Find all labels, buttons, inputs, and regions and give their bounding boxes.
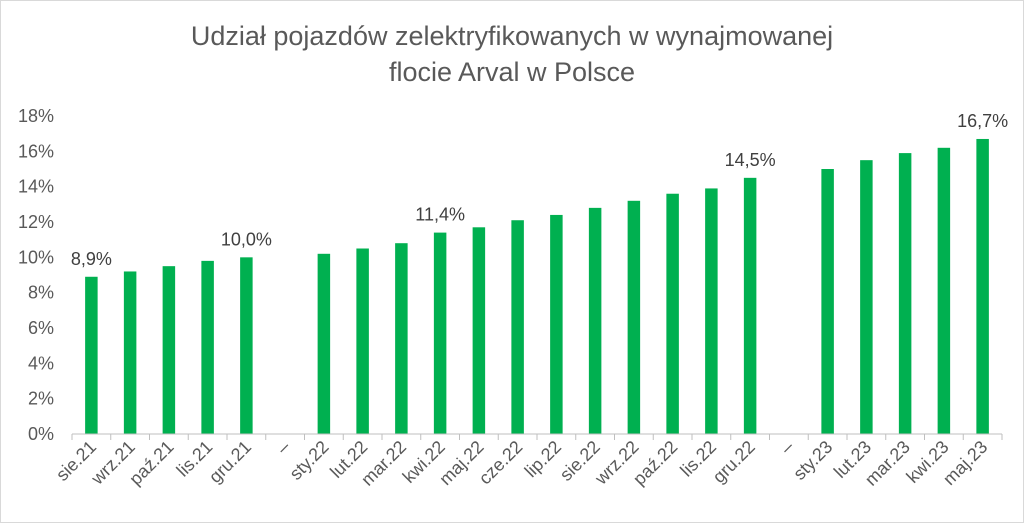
y-axis-ticks: 0% 2% 4% 6% 8% 10% 12% 14% 16% 18% <box>18 106 54 444</box>
bars <box>85 138 989 435</box>
data-label: 11,4% <box>415 205 465 225</box>
y-tick-label: 10% <box>18 247 54 267</box>
bar <box>433 232 447 434</box>
bar <box>627 200 641 434</box>
data-label: 14,5% <box>725 150 776 170</box>
x-category-label: sty.23 <box>789 437 836 484</box>
bar <box>472 227 486 434</box>
bar <box>705 188 718 434</box>
y-tick-label: 8% <box>28 283 54 303</box>
bar <box>588 207 602 434</box>
bar <box>162 266 176 434</box>
chart-title: Udział pojazdów zelektryfikowanych w wyn… <box>0 18 1024 90</box>
y-tick-label: 4% <box>28 353 54 373</box>
bar <box>976 138 989 434</box>
bar <box>743 177 757 435</box>
bar <box>821 169 834 434</box>
x-category-label: gru.22 <box>709 437 759 487</box>
chart-title-line-2: flocie Arval w Polsce <box>388 57 636 87</box>
x-category-label: maj.23 <box>939 437 991 489</box>
data-label: 8,9% <box>71 249 112 269</box>
x-category-label: – <box>273 437 294 458</box>
bar <box>860 160 873 434</box>
y-tick-label: 16% <box>18 141 54 161</box>
x-category-label: – <box>776 437 797 458</box>
x-axis <box>71 433 1003 440</box>
data-labels: 8,9% 10,0% 11,4% 14,5% 16,7% <box>71 111 1008 269</box>
y-tick-label: 2% <box>28 389 54 409</box>
y-tick-label: 14% <box>18 177 54 197</box>
y-tick-label: 6% <box>28 318 54 338</box>
bar <box>550 214 563 434</box>
bar <box>666 193 679 434</box>
y-tick-label: 18% <box>18 106 54 126</box>
x-category-label: paź.21 <box>125 437 177 489</box>
y-tick-label: 0% <box>28 424 54 444</box>
bar <box>201 260 214 434</box>
x-category-label: sty.22 <box>286 437 333 484</box>
bar <box>511 220 524 434</box>
bar <box>356 248 369 434</box>
data-label: 16,7% <box>957 111 1008 131</box>
data-label: 10,0% <box>221 229 272 249</box>
bar <box>898 153 912 434</box>
bar <box>123 271 137 434</box>
chart-title-line-1: Udział pojazdów zelektryfikowanych w wyn… <box>190 21 834 51</box>
bar <box>240 257 253 434</box>
x-category-label: cze.22 <box>475 437 527 489</box>
x-category-label: maj.22 <box>435 437 487 489</box>
x-category-label: paź.22 <box>629 437 681 489</box>
x-category-label: gru.21 <box>205 437 255 487</box>
bar <box>937 147 951 435</box>
bar <box>395 243 408 434</box>
bar <box>317 253 331 434</box>
bar <box>85 276 98 434</box>
y-tick-label: 12% <box>18 212 54 232</box>
